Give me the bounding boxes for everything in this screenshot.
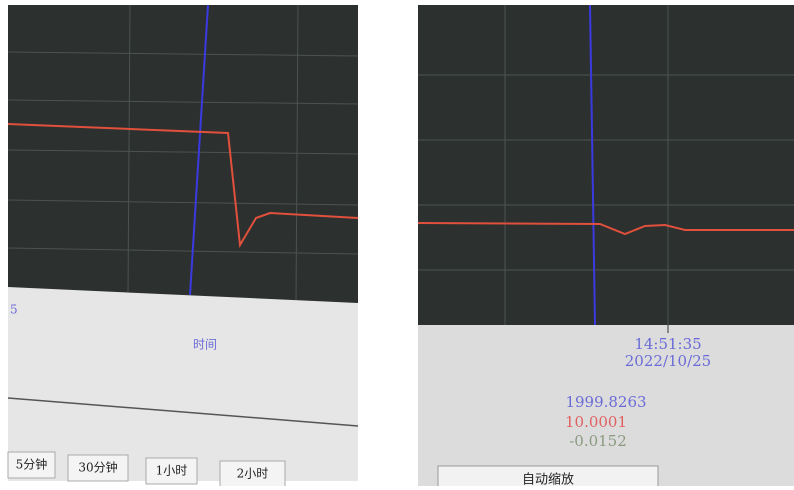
reading: 1999.8263 [565,393,646,411]
button-label[interactable]: 30分钟 [78,460,117,475]
page: 5 时间 5分钟 30分钟 1小时 2小时 14:51:35 2022/10/25 1… [0,0,794,486]
axis-label: 时间 [193,338,217,352]
button-label[interactable]: 自动缩放 [522,472,574,487]
photo: 5 时间 5分钟 30分钟 1小时 2小时 14:51:35 2022/10/25 1… [0,0,794,486]
right-plot [418,5,794,325]
left-plot [8,5,358,303]
axis-label: 5 [10,303,18,317]
reading: -0.0152 [569,432,627,450]
reading: 10.0001 [565,413,627,431]
cursor-date: 2022/10/25 [625,352,711,370]
cursor-time: 14:51:35 [634,335,701,353]
button-label[interactable]: 5分钟 [16,457,48,472]
button-label[interactable]: 1小时 [156,464,188,478]
button-label[interactable]: 2小时 [237,467,269,481]
